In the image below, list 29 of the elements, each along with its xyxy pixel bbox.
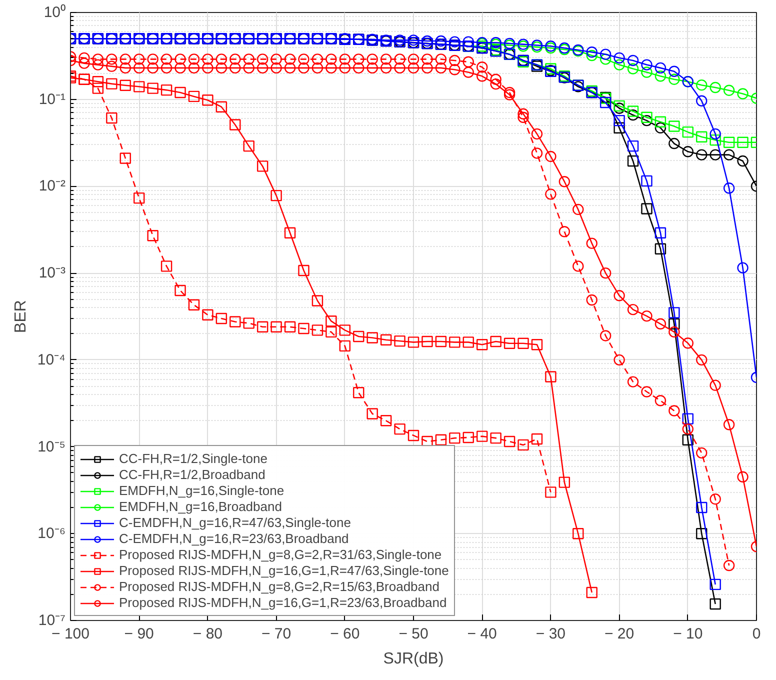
x-tick-label: − 50 (398, 626, 428, 642)
x-tick-label: 0 (752, 626, 761, 642)
legend-label: CC-FH,R=1/2,Single-tone (119, 451, 268, 466)
y-tick-label: 10⁻⁶ (38, 525, 66, 542)
legend-label: CC-FH,R=1/2,Broadband (119, 467, 266, 482)
x-tick-label: − 40 (467, 626, 497, 642)
x-tick-label: − 80 (192, 626, 223, 642)
y-tick-label: 10⁻⁵ (38, 438, 66, 456)
legend-label: EMDFH,N_g=16,Broadband (119, 499, 282, 514)
x-tick-label: − 70 (261, 626, 292, 642)
legend-label: Proposed RIJS-MDFH,N_g=8,G=2,R=15/63,Broadband (119, 579, 440, 594)
y-tick-label: 10⁻³ (38, 264, 66, 282)
legend-label: C-EMDFH,N_g=16,R=47/63,Single-tone (119, 515, 351, 530)
legend-label: Proposed RIJS-MDFH,N_g=16,G=1,R=47/63,Single-tone (119, 563, 449, 578)
x-tick-label: − 20 (604, 626, 634, 642)
x-tick-label: − 30 (536, 626, 566, 642)
y-tick-label: 10⁰ (44, 4, 66, 21)
x-tick-label: − 60 (330, 626, 360, 642)
legend-label: Proposed RIJS-MDFH,N_g=16,G=1,R=23/63,Broadband (119, 595, 447, 610)
y-axis-title: BER (12, 300, 30, 333)
legend-label: Proposed RIJS-MDFH,N_g=8,G=2,R=31/63,Single-tone (119, 547, 442, 562)
y-tick-label: 10⁻⁴ (37, 351, 66, 368)
y-tick-label: 10⁻² (38, 178, 66, 195)
y-tick-label: 10⁻¹ (38, 90, 66, 108)
legend-label: EMDFH,N_g=16,Single-tone (119, 483, 284, 498)
x-axis-title: SJR(dB) (383, 650, 444, 668)
x-tick-label: − 90 (124, 626, 154, 642)
x-tick-label: − 10 (673, 626, 703, 642)
legend-label: C-EMDFH,N_g=16,R=23/63,Broadband (119, 531, 349, 546)
